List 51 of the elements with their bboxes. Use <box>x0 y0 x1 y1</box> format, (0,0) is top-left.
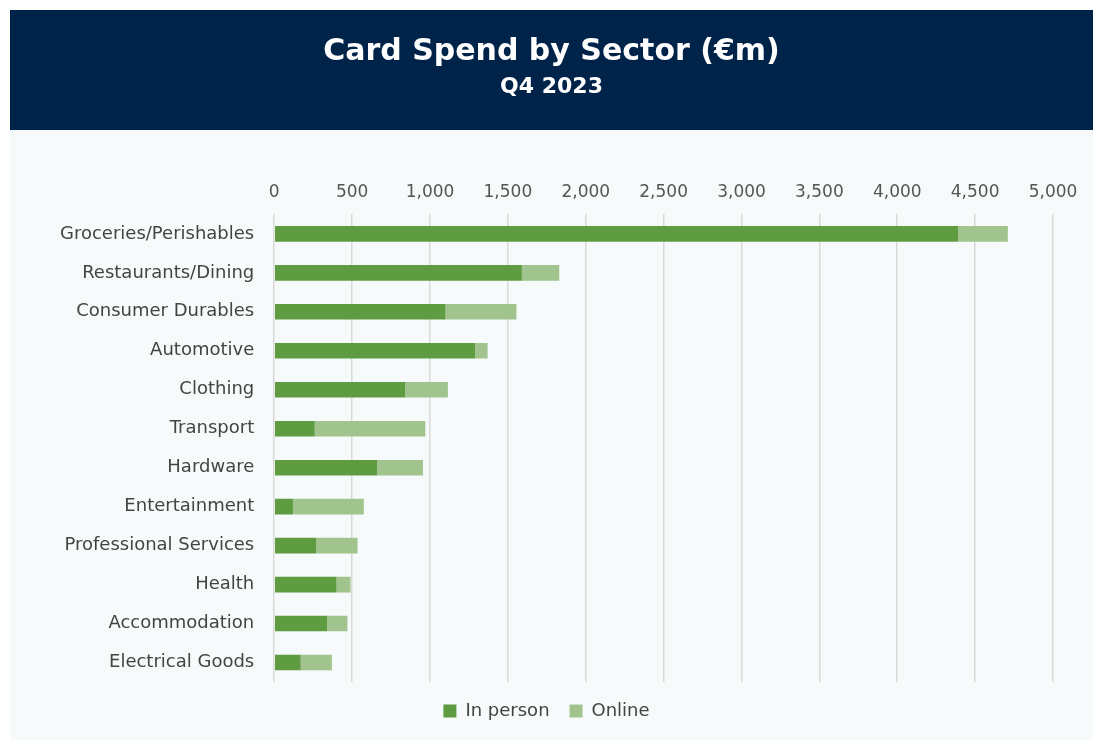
bar <box>274 537 317 554</box>
bar <box>445 304 517 320</box>
bar <box>521 265 560 281</box>
bar <box>314 420 426 437</box>
y-tick-label: Automotive <box>150 338 255 360</box>
bar <box>274 226 958 242</box>
bar <box>274 420 315 437</box>
x-tick-label: 1,000 <box>405 180 455 201</box>
bar <box>274 459 378 476</box>
bar <box>957 226 1008 242</box>
bar <box>274 342 476 359</box>
x-tick-label: 4,500 <box>950 180 1000 201</box>
bar <box>274 304 446 320</box>
bar <box>274 265 522 281</box>
bar <box>377 459 423 476</box>
bar <box>274 381 406 398</box>
x-tick-label: 0 <box>268 180 280 201</box>
y-tick-label: Accommodation <box>108 611 255 633</box>
bar <box>316 537 358 554</box>
y-tick-label: Restaurants/Dining <box>82 260 255 282</box>
x-tick-label: 3,500 <box>795 180 844 201</box>
y-tick-label: Hardware <box>167 455 255 477</box>
x-tick-label: 4,000 <box>872 180 922 201</box>
x-tick-label: 2,000 <box>561 180 611 201</box>
bar <box>274 615 328 632</box>
chart-title: Card Spend by Sector (€m) <box>322 31 781 67</box>
chart-subtitle: Q4 2023 <box>499 73 604 98</box>
bar <box>475 342 488 359</box>
x-tick-label: 2,500 <box>639 180 688 201</box>
y-tick-label: Clothing <box>179 377 255 399</box>
y-tick-label: Groceries/Perishables <box>59 221 255 243</box>
bar <box>292 498 364 515</box>
x-tick-label: 3,000 <box>717 180 766 201</box>
y-tick-label: Health <box>195 572 255 594</box>
y-tick-label: Transport <box>168 416 255 438</box>
bar <box>405 381 448 398</box>
y-tick-label: Electrical Goods <box>109 650 255 672</box>
y-tick-label: Consumer Durables <box>76 299 255 321</box>
bar <box>336 576 351 593</box>
bar <box>274 498 293 515</box>
legend-label: Online <box>591 698 650 720</box>
y-tick-label: Entertainment <box>124 494 255 516</box>
bar <box>300 654 332 671</box>
x-tick-label: 5,000 <box>1028 180 1078 201</box>
x-tick-label: 1,500 <box>483 180 533 201</box>
bar <box>274 654 301 671</box>
bar <box>274 576 337 593</box>
x-tick-label: 500 <box>335 180 369 201</box>
y-tick-label: Professional Services <box>64 533 255 555</box>
bar <box>327 615 348 632</box>
legend-label: In person <box>465 698 550 720</box>
